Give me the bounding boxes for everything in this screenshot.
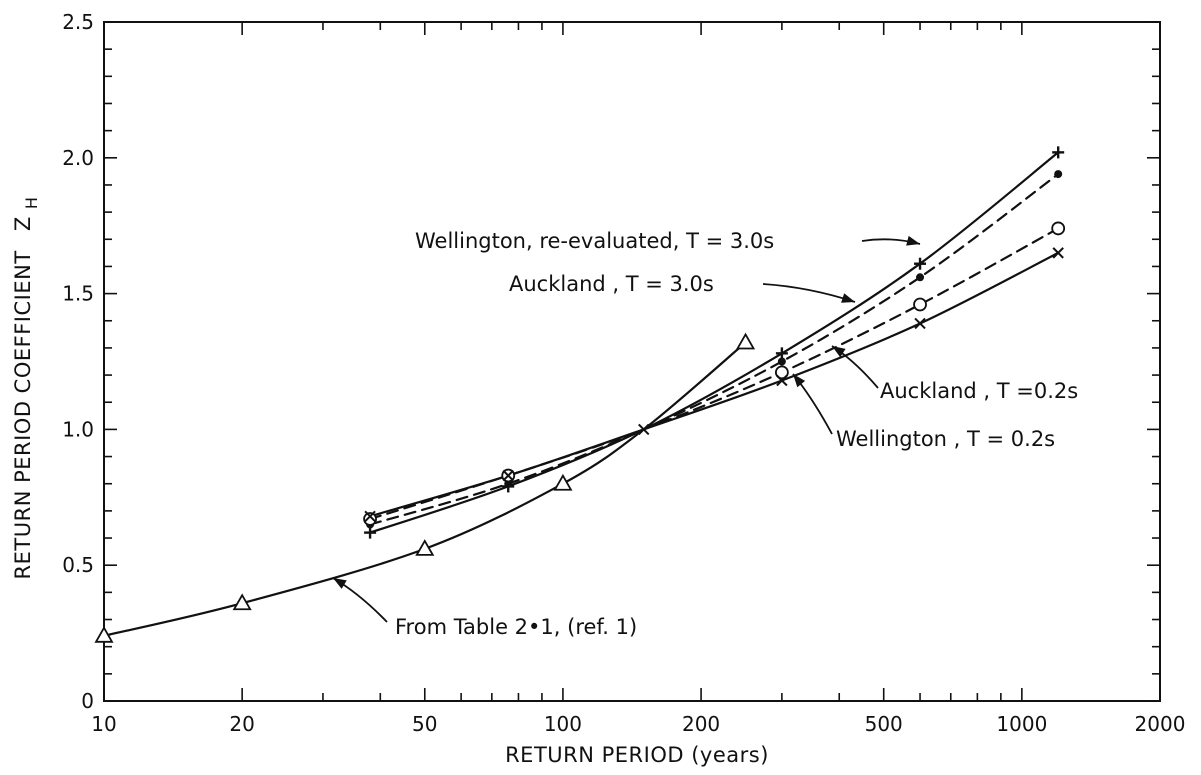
series-wellington-0-2s-point (914, 317, 926, 330)
annotation-wellington-reevaluated: Wellington, re-evaluated, T = 3.0s (415, 229, 921, 253)
x-tick-label: 50 (412, 712, 437, 736)
annotation-wellington-0-2s-text: Wellington , T = 0.2s (836, 427, 1055, 451)
series-wellington-reevaluated-3s-point (364, 526, 377, 539)
y-tick-label: 0.5 (62, 553, 94, 577)
series-wellington-0-2s-point (1052, 247, 1064, 259)
x-mark-b (364, 510, 376, 523)
plot-area-border (103, 21, 1161, 702)
annotation-table-2-1-text: From Table 2•1, (ref. 1) (395, 615, 637, 639)
y-axis-title-text: RETURN PERIOD COEFFICIENT (11, 250, 35, 579)
y-tick-label: 0 (81, 689, 94, 713)
series-table-2-1-point (415, 539, 435, 556)
annotation-auckland-0-2s-arrowhead (832, 346, 846, 358)
annotation-wellington-0-2s-arrowhead (793, 374, 806, 388)
series-wellington-0-2s-line (369, 251, 1060, 518)
annotation-table-2-1-arrowhead (333, 578, 347, 589)
x-mark-b (638, 423, 650, 436)
annotation-auckland-3s-text: Auckland , T = 3.0s (509, 272, 714, 296)
annotation-wellington-reevaluated-text: Wellington, re-evaluated, T = 3.0s (415, 229, 774, 253)
series-auckland-0-2s-point (774, 365, 789, 380)
annotation-auckland-3s-arrowhead (841, 293, 855, 303)
series-wellington-reevaluated-3s-line (369, 151, 1060, 534)
x-tick-label: 200 (682, 712, 720, 736)
x-tick-label: 2000 (1135, 712, 1186, 736)
series-wellington-reevaluated-3s-point (1052, 146, 1065, 159)
x-tick-label: 1000 (996, 712, 1047, 736)
series-table-2-1-point (94, 626, 114, 643)
svg-text:RETURN PERIOD COEFFICIENT: RETURN PERIOD COEFFICIENT Z H (11, 197, 41, 580)
x-mark-b (914, 317, 926, 330)
axis-ticks: 10 20 50 100 200 500 1000 2000 0 0.5 1.0 1.5 2.0 2.5 (62, 10, 1185, 736)
series-auckland-3s-line (369, 173, 1060, 526)
series-wellington-0-2s-point (638, 423, 650, 436)
y-axis-title: RETURN PERIOD COEFFICIENT Z H (11, 197, 41, 580)
series-auckland-0-2s-point (1051, 221, 1066, 236)
annotation-wellington-reevaluated-arrowhead (906, 235, 920, 246)
x-tick-label: 500 (865, 712, 903, 736)
series-auckland-0-2s-point (363, 512, 377, 526)
x-mark-b (502, 469, 514, 482)
y-tick-label: 1.0 (62, 417, 94, 441)
series-wellington-0-2s-point (364, 510, 376, 523)
annotation-wellington-0-2s: Wellington , T = 0.2s (792, 373, 1055, 451)
annotations: Wellington, re-evaluated, T = 3.0s Auckla… (332, 229, 1078, 639)
series-table-2-1-point (735, 332, 756, 350)
series-lines (102, 151, 1060, 637)
series-table-2-1-point (553, 473, 573, 491)
x-tick-label: 10 (91, 712, 116, 736)
y-axis-title-symbol: Z (11, 216, 35, 231)
series-wellington-reevaluated-3s-point (775, 347, 788, 360)
series-auckland-0-2s-point (913, 297, 927, 312)
annotation-auckland-3s-leader (762, 283, 856, 303)
annotation-table-2-1: From Table 2•1, (ref. 1) (332, 577, 637, 639)
series-auckland-0-2s-line (369, 227, 1060, 521)
series-auckland-3s-point (1054, 170, 1063, 179)
plot-frame (103, 21, 1161, 702)
data-markers (94, 146, 1066, 643)
annotation-auckland-0-2s-text: Auckland , T =0.2s (880, 379, 1078, 403)
series-auckland-3s-point (916, 273, 925, 282)
annotation-auckland-0-2s: Auckland , T =0.2s (831, 345, 1078, 403)
series-table-2-1-line (102, 341, 747, 637)
series-wellington-reevaluated-3s-point (914, 257, 927, 270)
x-mark-b (1052, 247, 1064, 259)
series-auckland-3s-point (777, 357, 786, 366)
x-tick-label: 20 (229, 712, 254, 736)
series-wellington-0-2s-point (776, 374, 788, 387)
series-table-2-1-point (232, 593, 252, 611)
y-tick-label: 2.0 (62, 146, 94, 170)
series-wellington-0-2s-point (502, 469, 514, 482)
y-axis-title-subscript: H (22, 197, 41, 210)
annotation-auckland-3s: Auckland , T = 3.0s (509, 272, 856, 303)
y-tick-label: 1.5 (62, 282, 94, 306)
x-tick-label: 100 (544, 712, 582, 736)
x-mark-b (776, 374, 788, 387)
y-tick-label: 2.5 (62, 10, 94, 34)
x-axis-title: RETURN PERIOD (years) (505, 743, 769, 767)
